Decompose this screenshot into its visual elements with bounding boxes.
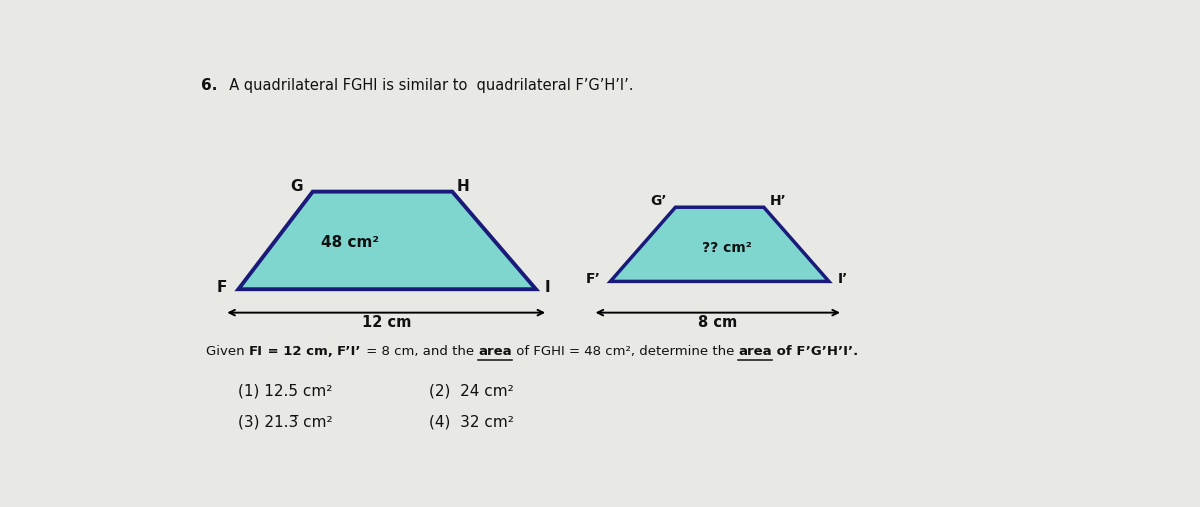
Text: A quadrilateral FGHI is similar to  quadrilateral F’G’H’I’.: A quadrilateral FGHI is similar to quadr…: [220, 79, 634, 93]
Text: F’: F’: [586, 272, 601, 286]
Text: I’: I’: [838, 272, 848, 286]
Text: I: I: [545, 280, 550, 295]
Text: ?? cm²: ?? cm²: [702, 241, 751, 255]
Text: H’: H’: [769, 194, 786, 208]
Text: of F’G’H’I’.: of F’G’H’I’.: [772, 345, 858, 358]
Text: (2)  24 cm²: (2) 24 cm²: [430, 383, 514, 398]
Text: 6.: 6.: [202, 79, 217, 93]
Text: area: area: [478, 345, 511, 358]
Text: (1) 12.5 cm²: (1) 12.5 cm²: [239, 383, 332, 398]
Polygon shape: [239, 192, 536, 289]
Text: 8 cm: 8 cm: [697, 315, 737, 330]
Text: FI: FI: [248, 345, 263, 358]
Text: Given: Given: [206, 345, 248, 358]
Text: area: area: [738, 345, 772, 358]
Text: F: F: [216, 280, 227, 295]
Text: F’I’: F’I’: [337, 345, 361, 358]
Text: 12 cm: 12 cm: [361, 315, 410, 330]
Text: G’: G’: [650, 194, 667, 208]
Text: G: G: [289, 179, 302, 195]
Text: 48 cm²: 48 cm²: [320, 235, 379, 250]
Text: = 8 cm, and the: = 8 cm, and the: [361, 345, 478, 358]
Polygon shape: [611, 207, 829, 281]
Text: (4)  32 cm²: (4) 32 cm²: [430, 414, 514, 429]
Text: = 12 cm,: = 12 cm,: [263, 345, 337, 358]
Text: (3) 21.3̅ cm²: (3) 21.3̅ cm²: [239, 414, 332, 429]
Text: H: H: [457, 179, 469, 195]
Text: of FGHI = 48 cm², determine the: of FGHI = 48 cm², determine the: [511, 345, 738, 358]
